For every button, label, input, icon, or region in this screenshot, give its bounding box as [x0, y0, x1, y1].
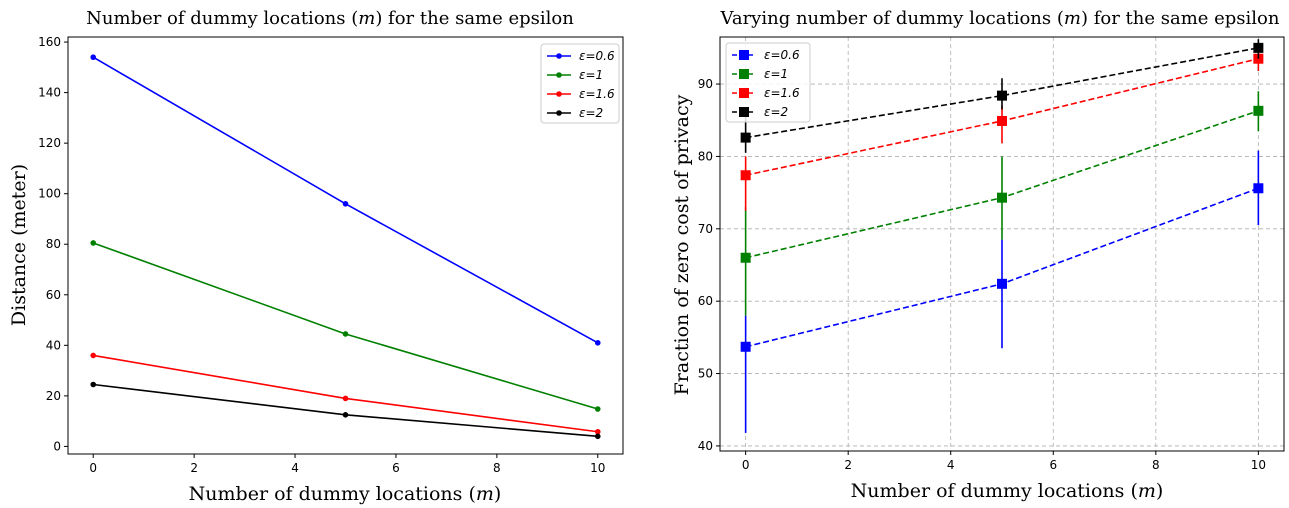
right-legend-label-2: ε=2: [764, 105, 788, 119]
right-y-tick-label-70: 70: [698, 222, 713, 236]
right-y-tick-label-80: 80: [698, 149, 713, 163]
left-legend-marker-1: [556, 72, 562, 78]
right-series-0-6-point-2: [1253, 183, 1264, 194]
left-y-axis-label: Distance (meter): [8, 164, 30, 326]
right-legend-marker-0-6: [739, 50, 749, 60]
left-plot-area: 0 2 4 6 8 10020406080100120140160ε=0.6ε=1ε=1.…: [38, 35, 620, 475]
left-x-axis-label: Number of dummy locations (m): [189, 483, 502, 505]
right-series-1-6-point-0: [740, 170, 751, 181]
left-series-1-6-point-0: [90, 352, 97, 359]
right-legend-label-1: ε=1: [764, 67, 788, 81]
left-legend-label-2: ε=2: [579, 106, 603, 120]
left-x-tick-label-10: 10: [590, 461, 605, 475]
right-legend-label-1-6: ε=1.6: [764, 86, 800, 100]
right-x-tick-label-2: 2: [844, 458, 852, 472]
right-series-1-point-0: [740, 252, 751, 263]
right-y-tick-label-90: 90: [698, 77, 713, 91]
left-series-0-6-point-1: [342, 201, 349, 207]
left-series-1-point-0: [90, 240, 97, 246]
right-y-tick-label-50: 50: [698, 367, 713, 381]
left-x-tick-label-4: 4: [291, 461, 299, 475]
right-series-0-6-point-1: [997, 278, 1007, 289]
right-x-tick-label-10: 10: [1251, 458, 1266, 472]
left-series-1-point-2: [594, 406, 601, 412]
left-series-0-6-point-2: [594, 340, 601, 346]
right-legend-marker-1: [739, 69, 749, 79]
left-series-1-6-point-2: [594, 428, 601, 435]
left-y-tick-label-140: 140: [38, 86, 61, 100]
right-legend-marker-1-6: [739, 88, 749, 98]
left-x-tick-label-6: 6: [392, 461, 400, 475]
right-plot-area: 0 2 4 6 8 10 40 50 60 70 80 90 ε=0.6 ε=1 ε=1.6 ε=2: [698, 37, 1284, 472]
left-y-tick-label-120: 120: [38, 136, 61, 150]
left-y-tick-label-60: 60: [46, 288, 61, 302]
left-series-0-6-point-0: [90, 54, 97, 61]
left-x-tick-label-0: 0: [89, 461, 97, 475]
left-y-tick-label-20: 20: [46, 389, 61, 403]
right-x-tick-label-4: 4: [947, 458, 955, 472]
left-chart: Number of dummy locations (m) for the sa…: [8, 8, 624, 505]
right-series-2-point-2: [1253, 42, 1264, 53]
left-series-2-point-0: [90, 381, 97, 388]
right-chart: Varying number of dummy locations (m) fo…: [671, 8, 1285, 502]
right-series-2-line: [745, 47, 1259, 139]
right-legend-label-0-6: ε=0.6: [764, 48, 800, 62]
left-legend-marker-0-6: [556, 53, 562, 59]
right-chart-title: Varying number of dummy locations (m) fo…: [720, 8, 1280, 29]
left-legend-label-1: ε=1: [579, 68, 603, 82]
right-x-axis-label: Number of dummy locations (m): [851, 480, 1164, 502]
left-series-2-point-1: [342, 412, 349, 418]
right-x-tick-label-6: 6: [1049, 458, 1057, 472]
right-series-1-point-1: [997, 192, 1007, 203]
right-y-tick-label-60: 60: [698, 294, 713, 308]
left-y-tick-label-160: 160: [38, 35, 61, 49]
left-y-tick-label-40: 40: [46, 338, 61, 352]
left-series-2-line: [93, 383, 598, 438]
left-series-1-point-1: [342, 331, 349, 337]
left-series-2-point-2: [594, 433, 601, 440]
right-series-0-6-point-0: [740, 341, 751, 352]
right-x-tick-label-0: 0: [742, 458, 750, 472]
right-x-tick-label-8: 8: [1152, 458, 1160, 472]
right-y-tick-label-40: 40: [698, 439, 713, 453]
right-series-2-point-0: [740, 132, 751, 143]
left-y-tick-label-100: 100: [38, 187, 61, 201]
left-x-tick-label-2: 2: [190, 461, 198, 475]
left-y-tick-label-0: 0: [53, 439, 61, 453]
right-y-axis-label: Fraction of zero cost of privacy: [671, 94, 693, 395]
left-axes-frame: [67, 36, 624, 455]
left-series-1-line: [92, 242, 599, 410]
left-legend-marker-1-6: [556, 91, 562, 97]
left-series-0-6-line: [92, 56, 599, 344]
right-legend-marker-2: [739, 107, 749, 117]
right-legend-box: [725, 42, 811, 123]
left-series-1-6-point-1: [342, 395, 349, 402]
left-y-tick-label-80: 80: [46, 237, 61, 251]
right-series-2-point-1: [997, 90, 1007, 101]
left-x-tick-label-8: 8: [493, 461, 501, 475]
left-legend-label-0-6: ε=0.6: [579, 49, 615, 63]
left-legend-marker-2: [556, 110, 562, 116]
left-legend-box: [540, 43, 620, 124]
left-legend-label-1-6: ε=1.6: [579, 87, 615, 101]
right-axes-frame: [719, 36, 1285, 452]
right-series-1-point-2: [1253, 105, 1264, 116]
right-series-1-6-point-1: [997, 115, 1007, 126]
left-chart-title: Number of dummy locations (m) for the sa…: [86, 8, 574, 29]
